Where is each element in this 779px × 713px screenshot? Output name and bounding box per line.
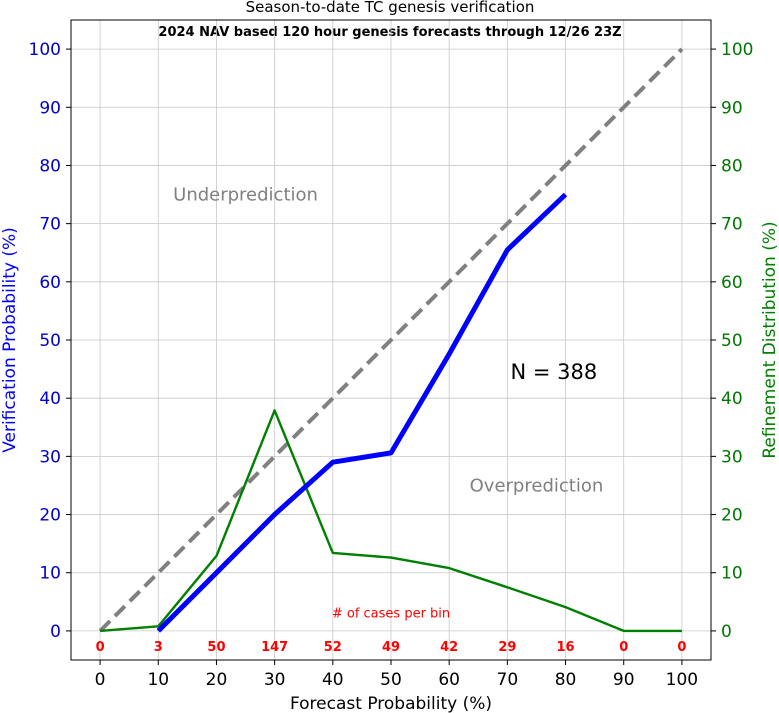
y-tick-label-left: 10 [39, 564, 61, 584]
y-tick-label-left: 100 [29, 40, 61, 60]
x-axis-label: Forecast Probability (%) [290, 694, 492, 713]
y-tick-label-left: 40 [39, 389, 61, 409]
case-count-label: 29 [498, 640, 516, 655]
plot-frame [70, 19, 712, 661]
case-count-label: 3 [154, 640, 163, 655]
y-tick-label-left: 0 [50, 622, 61, 642]
y-tick-label-right: 30 [721, 447, 743, 467]
x-tick-label: 20 [206, 670, 228, 690]
y-tick-label-right: 60 [721, 273, 743, 293]
series-layer [98, 47, 684, 633]
case-count-label: 42 [440, 640, 458, 655]
y-tick-label-right: 20 [721, 506, 743, 526]
x-tick-label: 70 [497, 670, 519, 690]
y-tick-label-right: 50 [721, 331, 743, 351]
y-axis-label-right: Refinement Distribution (%) [760, 221, 779, 458]
x-tick-label: 100 [666, 670, 698, 690]
y-tick-label-right: 40 [721, 389, 743, 409]
case-count-label: 52 [324, 640, 342, 655]
grid [71, 20, 711, 660]
case-count-label: 0 [96, 640, 105, 655]
case-count-label: 0 [677, 640, 686, 655]
case-count-label: 147 [261, 640, 288, 655]
cases-per-bin-label: # of cases per bin [332, 606, 450, 621]
y-tick-label-left: 30 [39, 447, 61, 467]
y-tick-label-right: 10 [721, 564, 743, 584]
case-count-label: 0 [619, 640, 628, 655]
series-refinement-line [100, 409, 682, 633]
case-count-label: 50 [207, 640, 225, 655]
overprediction-label: Overprediction [470, 475, 604, 496]
x-tick-label: 40 [322, 670, 344, 690]
case-total-label: N = 388 [511, 360, 598, 384]
x-tick-label: 50 [380, 670, 402, 690]
y-tick-label-left: 90 [39, 98, 61, 118]
series-perfect-line [98, 47, 684, 633]
y-tick-label-left: 20 [39, 506, 61, 526]
annotation-layer: Underprediction Overprediction N = 388 # of… [96, 185, 687, 656]
x-tick-label: 0 [95, 670, 106, 690]
case-count-label: 16 [556, 640, 574, 655]
y-tick-label-left: 60 [39, 273, 61, 293]
x-tick-label: 10 [147, 670, 169, 690]
x-tick-label: 90 [613, 670, 635, 690]
y-tick-label-right: 0 [721, 622, 732, 642]
y-tick-label-left: 70 [39, 215, 61, 235]
x-tick-label: 60 [438, 670, 460, 690]
y-tick-label-right: 70 [721, 215, 743, 235]
series-reliability-line [156, 192, 568, 633]
y-tick-label-right: 80 [721, 156, 743, 176]
y-tick-label-left: 50 [39, 331, 61, 351]
y-tick-label-right: 90 [721, 98, 743, 118]
y-tick-label-right: 100 [721, 40, 753, 60]
y-tick-label-left: 80 [39, 156, 61, 176]
y-axis-label-left: Verification Probability (%) [0, 227, 20, 453]
x-tick-label: 80 [555, 670, 577, 690]
chart-title: Season-to-date TC genesis verification [246, 0, 535, 16]
chart-subtitle: 2024 NAV based 120 hour genesis forecast… [158, 25, 621, 40]
case-count-label: 49 [382, 640, 400, 655]
underprediction-label: Underprediction [173, 185, 318, 206]
x-tick-label: 30 [264, 670, 286, 690]
